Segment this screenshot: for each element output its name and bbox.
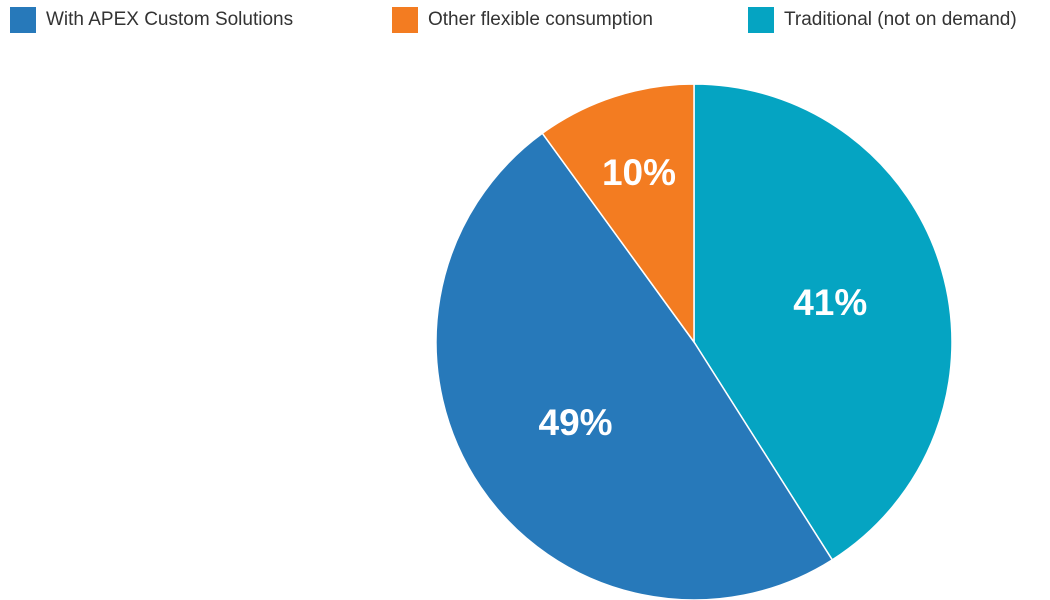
- legend-label-traditional: Traditional (not on demand): [784, 9, 1017, 30]
- legend-label-apex: With APEX Custom Solutions: [46, 9, 294, 30]
- slice-label-traditional: 41%: [793, 282, 867, 323]
- slice-label-apex: 49%: [539, 402, 613, 443]
- legend-swatch-other-flexible: [392, 7, 418, 33]
- legend-item-other-flexible: Other flexible consumption: [392, 6, 653, 34]
- legend-swatch-traditional: [748, 7, 774, 33]
- slice-label-other-flexible: 10%: [602, 152, 676, 193]
- legend: With APEX Custom Solutions Other flexibl…: [0, 0, 1050, 44]
- pie-slice-apex: [435, 132, 834, 600]
- legend-swatch-apex: [10, 7, 36, 33]
- pie-slice-traditional: [693, 83, 953, 561]
- legend-label-other-flexible: Other flexible consumption: [428, 9, 653, 30]
- legend-item-traditional: Traditional (not on demand): [748, 6, 1017, 34]
- legend-item-apex: With APEX Custom Solutions: [10, 6, 293, 34]
- pie-slice-other-flexible: [541, 83, 695, 345]
